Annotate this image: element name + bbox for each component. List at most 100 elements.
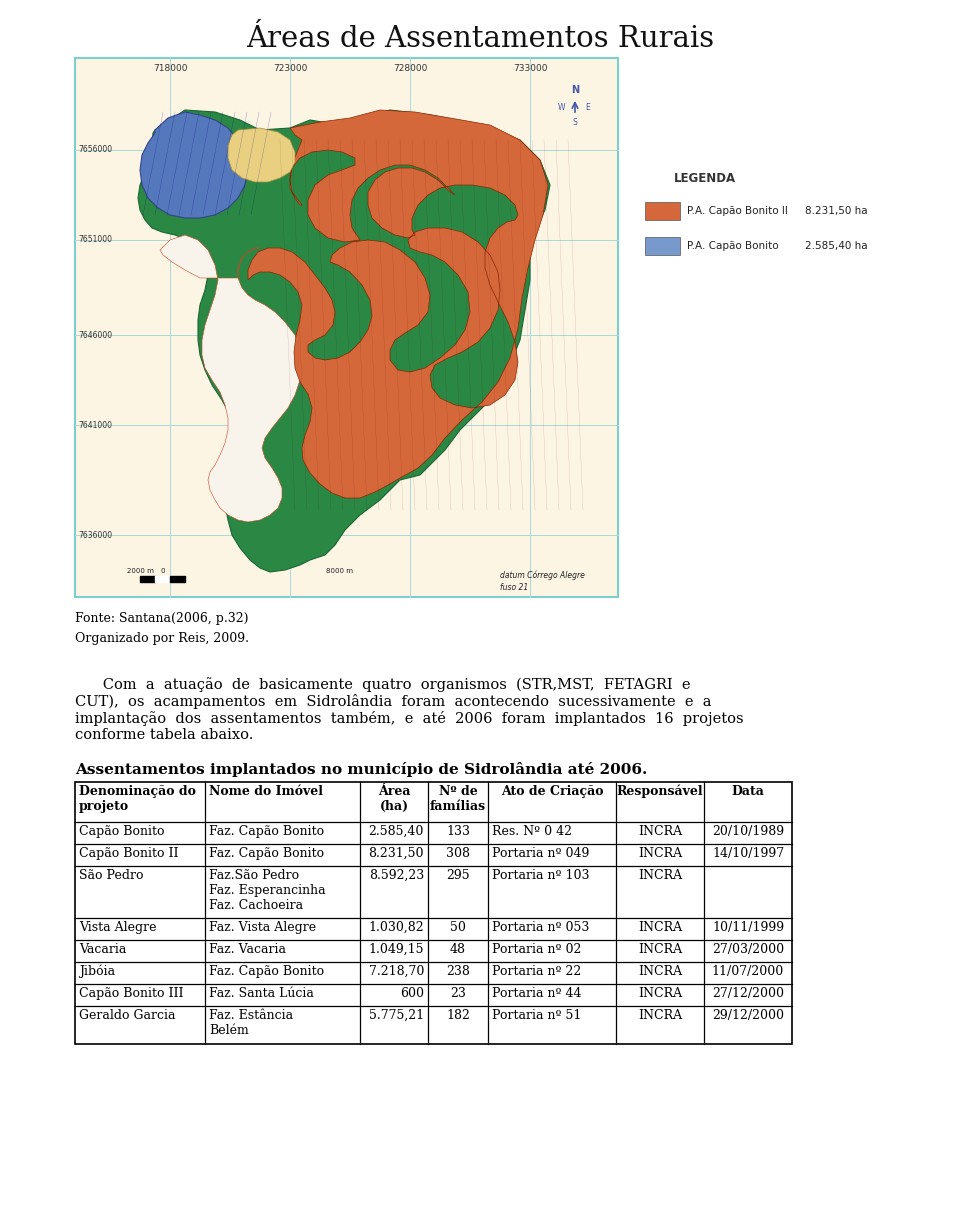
Text: 23: 23 bbox=[450, 987, 466, 1000]
Text: Faz. Vacaria: Faz. Vacaria bbox=[209, 943, 286, 957]
Text: Data: Data bbox=[732, 785, 764, 798]
Text: Portaria nº 049: Portaria nº 049 bbox=[492, 847, 589, 860]
Text: 8000 m: 8000 m bbox=[326, 569, 353, 573]
Text: Faz. Vista Alegre: Faz. Vista Alegre bbox=[209, 921, 316, 935]
Text: conforme tabela abaixo.: conforme tabela abaixo. bbox=[75, 728, 253, 742]
Text: Faz. Santa Lúcia: Faz. Santa Lúcia bbox=[209, 987, 314, 1000]
Text: Faz. Capão Bonito: Faz. Capão Bonito bbox=[209, 825, 324, 837]
Text: 29/12/2000: 29/12/2000 bbox=[712, 1009, 784, 1022]
Text: INCRA: INCRA bbox=[638, 921, 682, 935]
Text: Capão Bonito II: Capão Bonito II bbox=[79, 847, 179, 860]
Text: 27/03/2000: 27/03/2000 bbox=[712, 943, 784, 957]
Text: 2000 m: 2000 m bbox=[127, 569, 154, 573]
Text: Denominação do
projeto: Denominação do projeto bbox=[79, 785, 196, 813]
Bar bbox=[75, 58, 618, 597]
Text: 7651000: 7651000 bbox=[78, 236, 112, 244]
Text: Fonte: Santana(2006, p.32): Fonte: Santana(2006, p.32) bbox=[75, 612, 249, 625]
Text: 7646000: 7646000 bbox=[78, 330, 112, 339]
Text: E: E bbox=[585, 102, 589, 112]
Text: 7641000: 7641000 bbox=[78, 420, 112, 430]
Text: 295: 295 bbox=[446, 869, 469, 882]
Text: 2.585,40: 2.585,40 bbox=[369, 825, 424, 837]
Text: Capão Bonito: Capão Bonito bbox=[79, 825, 164, 837]
Text: P.A. Capão Bonito II: P.A. Capão Bonito II bbox=[687, 206, 788, 216]
Text: 50: 50 bbox=[450, 921, 466, 935]
Text: 308: 308 bbox=[446, 847, 470, 860]
Text: INCRA: INCRA bbox=[638, 965, 682, 977]
Text: 600: 600 bbox=[400, 987, 424, 1000]
Text: Nome do Imóvel: Nome do Imóvel bbox=[209, 785, 323, 798]
Text: Vista Alegre: Vista Alegre bbox=[79, 921, 156, 935]
Text: 14/10/1997: 14/10/1997 bbox=[712, 847, 784, 860]
Text: 718000: 718000 bbox=[153, 64, 187, 72]
Text: Geraldo Garcia: Geraldo Garcia bbox=[79, 1009, 176, 1022]
Text: 8.231,50 ha: 8.231,50 ha bbox=[805, 206, 868, 216]
Text: Portaria nº 22: Portaria nº 22 bbox=[492, 965, 581, 977]
Text: CUT),  os  acampamentos  em  Sidrolândia  foram  acontecendo  sucessivamente  e : CUT), os acampamentos em Sidrolândia for… bbox=[75, 694, 711, 709]
Bar bbox=[645, 201, 680, 220]
Bar bbox=[645, 237, 680, 255]
Text: 7.218,70: 7.218,70 bbox=[369, 965, 424, 977]
Text: 733000: 733000 bbox=[513, 64, 547, 72]
Text: INCRA: INCRA bbox=[638, 943, 682, 957]
Text: Portaria nº 44: Portaria nº 44 bbox=[492, 987, 582, 1000]
Text: Organizado por Reis, 2009.: Organizado por Reis, 2009. bbox=[75, 632, 249, 645]
Text: Vacaria: Vacaria bbox=[79, 943, 127, 957]
Text: São Pedro: São Pedro bbox=[79, 869, 143, 882]
Text: Portaria nº 053: Portaria nº 053 bbox=[492, 921, 589, 935]
Text: S: S bbox=[572, 118, 577, 126]
Text: 238: 238 bbox=[446, 965, 470, 977]
Text: 8.231,50: 8.231,50 bbox=[369, 847, 424, 860]
Text: 2.585,40 ha: 2.585,40 ha bbox=[805, 241, 868, 251]
Text: Responsável: Responsável bbox=[616, 785, 704, 798]
Polygon shape bbox=[138, 111, 550, 572]
Text: LEGENDA: LEGENDA bbox=[674, 172, 736, 185]
Text: 133: 133 bbox=[446, 825, 470, 837]
Text: Nº de
famílias: Nº de famílias bbox=[430, 785, 486, 813]
Text: Faz. Estância
Belém: Faz. Estância Belém bbox=[209, 1009, 293, 1036]
Text: 27/12/2000: 27/12/2000 bbox=[712, 987, 784, 1000]
Text: 182: 182 bbox=[446, 1009, 470, 1022]
Text: Portaria nº 51: Portaria nº 51 bbox=[492, 1009, 582, 1022]
Text: Assentamentos implantados no município de Sidrolândia até 2006.: Assentamentos implantados no município d… bbox=[75, 763, 647, 777]
Polygon shape bbox=[248, 111, 548, 499]
Text: Com  a  atuação  de  basicamente  quatro  organismos  (STR,MST,  FETAGRI  e: Com a atuação de basicamente quatro orga… bbox=[75, 677, 690, 691]
Text: INCRA: INCRA bbox=[638, 1009, 682, 1022]
Text: 723000: 723000 bbox=[273, 64, 307, 72]
Polygon shape bbox=[160, 235, 302, 522]
Text: Portaria nº 103: Portaria nº 103 bbox=[492, 869, 589, 882]
Text: Ato de Criação: Ato de Criação bbox=[501, 785, 603, 798]
Text: 7656000: 7656000 bbox=[78, 145, 112, 155]
Text: INCRA: INCRA bbox=[638, 847, 682, 860]
Text: 5.775,21: 5.775,21 bbox=[369, 1009, 424, 1022]
Text: 1.030,82: 1.030,82 bbox=[369, 921, 424, 935]
Text: Res. Nº 0 42: Res. Nº 0 42 bbox=[492, 825, 572, 837]
Polygon shape bbox=[140, 112, 248, 219]
Text: 0: 0 bbox=[160, 569, 165, 573]
Text: Portaria nº 02: Portaria nº 02 bbox=[492, 943, 582, 957]
Text: datum Córrego Alegre
fuso 21: datum Córrego Alegre fuso 21 bbox=[500, 571, 585, 592]
Text: Capão Bonito III: Capão Bonito III bbox=[79, 987, 183, 1000]
Text: implantação  dos  assentamentos  também,  e  até  2006  foram  implantados  16  : implantação dos assentamentos também, e … bbox=[75, 711, 744, 726]
Text: 8.592,23: 8.592,23 bbox=[369, 869, 424, 882]
Text: Área
(ha): Área (ha) bbox=[377, 785, 410, 813]
Text: Faz. Capão Bonito: Faz. Capão Bonito bbox=[209, 965, 324, 977]
Text: Faz. Capão Bonito: Faz. Capão Bonito bbox=[209, 847, 324, 860]
Text: N: N bbox=[571, 85, 579, 95]
Text: Áreas de Assentamentos Rurais: Áreas de Assentamentos Rurais bbox=[246, 25, 714, 53]
Text: 728000: 728000 bbox=[393, 64, 427, 72]
Text: 10/11/1999: 10/11/1999 bbox=[712, 921, 784, 935]
Text: 7636000: 7636000 bbox=[78, 530, 112, 539]
Text: Faz.São Pedro
Faz. Esperancinha
Faz. Cachoeira: Faz.São Pedro Faz. Esperancinha Faz. Cac… bbox=[209, 869, 325, 912]
Text: INCRA: INCRA bbox=[638, 825, 682, 837]
Text: P.A. Capão Bonito: P.A. Capão Bonito bbox=[687, 241, 779, 251]
Text: INCRA: INCRA bbox=[638, 869, 682, 882]
Text: 20/10/1989: 20/10/1989 bbox=[712, 825, 784, 837]
Text: W: W bbox=[558, 102, 565, 112]
Bar bbox=[75, 782, 792, 1044]
Text: 48: 48 bbox=[450, 943, 466, 957]
Text: 11/07/2000: 11/07/2000 bbox=[712, 965, 784, 977]
Text: INCRA: INCRA bbox=[638, 987, 682, 1000]
Polygon shape bbox=[228, 128, 295, 182]
Text: 1.049,15: 1.049,15 bbox=[369, 943, 424, 957]
